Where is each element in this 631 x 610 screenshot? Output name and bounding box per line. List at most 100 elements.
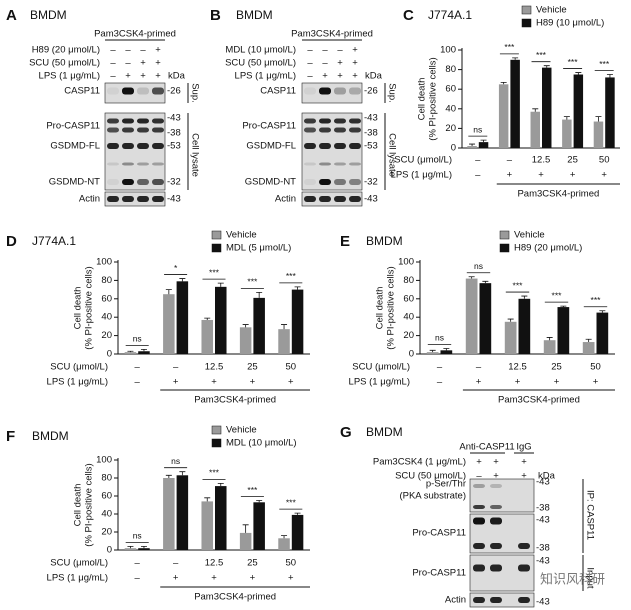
x-tick-label: – — [507, 155, 513, 166]
bar — [176, 475, 189, 550]
blot-band — [107, 143, 119, 149]
x-tick-label: – — [173, 362, 179, 373]
band-label: GSDMD-NT — [49, 177, 100, 188]
y-tick-label: 0 — [451, 143, 456, 154]
blot-band — [349, 196, 361, 202]
bar — [163, 294, 175, 354]
x-tick-label: – — [437, 362, 443, 373]
error-bar — [543, 65, 550, 68]
condition-value: – — [125, 58, 131, 69]
band-label: Pro-CASP11 — [46, 121, 100, 132]
mw-label: -43 — [364, 194, 378, 205]
blot-band — [107, 179, 119, 185]
condition-value: + — [125, 71, 131, 82]
blot-header: Pam3CSK4-primed — [291, 29, 373, 40]
y-tick-label: 100 — [398, 257, 414, 268]
blot-band — [107, 118, 119, 124]
bar — [479, 283, 492, 354]
band-label: Pro-CASP11 — [412, 528, 466, 539]
mw-label: -26 — [364, 86, 378, 97]
blot-band — [122, 179, 134, 185]
blot-band — [107, 162, 119, 166]
x-tick-label: 25 — [247, 558, 258, 569]
condition-value: + — [140, 71, 146, 82]
bar — [542, 67, 552, 148]
blot-band — [152, 143, 164, 149]
legend-swatch — [211, 243, 222, 253]
error-bar — [165, 289, 172, 295]
error-bar — [443, 348, 450, 351]
blot-header: IgG — [516, 442, 531, 453]
x-row-value: + — [173, 377, 179, 388]
blot-band — [137, 179, 149, 185]
bar — [478, 142, 489, 148]
chart-title: J774A.1 — [32, 234, 76, 248]
bar — [530, 111, 540, 148]
y-tick-label: 40 — [445, 103, 456, 114]
significance-label: ns — [171, 456, 180, 466]
y-tick-label: 80 — [101, 275, 112, 286]
legend-label: Vehicle — [514, 230, 545, 241]
significance-label: * — [174, 263, 178, 273]
x-row-value: – — [135, 573, 141, 584]
band-label: p-Ser/Thr — [426, 479, 466, 490]
y-axis-label: (% PI-positive cells) — [428, 57, 439, 140]
condition-label: SCU (50 μmol/L) — [29, 58, 100, 69]
blot-header: Anti-CASP11 — [459, 442, 514, 453]
blot-band — [107, 127, 119, 133]
condition-value: + — [521, 457, 527, 468]
blot-image — [301, 112, 363, 191]
blot-band — [304, 143, 316, 149]
x-row-label: SCU (μmol/L) — [394, 155, 452, 166]
blot-band — [122, 196, 134, 202]
blot-band — [319, 118, 331, 124]
blot-band — [137, 118, 149, 124]
error-bar — [585, 338, 592, 343]
error-bar — [469, 143, 476, 147]
band-label: (PKA substrate) — [399, 491, 466, 502]
error-bar — [575, 72, 582, 75]
blot-band — [319, 87, 331, 95]
significance-label: *** — [286, 497, 297, 507]
condition-value: + — [155, 71, 161, 82]
bar — [593, 121, 604, 148]
condition-value: – — [307, 71, 313, 82]
y-axis-label: (% PI-positive cells) — [386, 266, 397, 349]
error-bar — [140, 546, 147, 549]
significance-label: ns — [133, 334, 142, 344]
blot-band — [319, 143, 331, 149]
error-bar — [563, 116, 570, 120]
blot-band — [319, 179, 331, 185]
blot-band — [304, 162, 316, 166]
x-row-value: + — [288, 377, 294, 388]
significance-label: *** — [536, 50, 547, 60]
blot-band — [137, 87, 149, 95]
legend-swatch — [211, 230, 222, 240]
band-label: GSDMD-FL — [50, 141, 100, 152]
x-row-value: + — [538, 170, 544, 181]
x-row-value: + — [250, 573, 256, 584]
y-tick-label: 100 — [96, 455, 112, 466]
blot-band — [137, 127, 149, 133]
error-bar — [500, 81, 507, 85]
bar — [543, 340, 556, 354]
fraction-label: Sup. — [189, 83, 200, 103]
error-bar — [140, 349, 147, 352]
bar — [504, 321, 517, 354]
chart-title: J774A.1 — [428, 8, 472, 22]
bar — [278, 538, 290, 550]
blot-title: BMDM — [30, 8, 67, 22]
condition-value: + — [521, 471, 527, 482]
y-tick-label: 60 — [445, 84, 456, 95]
bar — [176, 281, 189, 354]
blot-band — [152, 127, 164, 133]
mw-label: -43 — [536, 477, 550, 488]
x-row-value: + — [211, 573, 217, 584]
group-label: Pam3CSK4-primed — [194, 592, 276, 603]
legend-label: MDL (5 μmol/L) — [226, 243, 291, 254]
x-row-label: SCU (μmol/L) — [50, 362, 108, 373]
panel-letter: G — [340, 424, 352, 441]
error-bar — [560, 305, 567, 308]
chart-title: BMDM — [32, 429, 69, 443]
